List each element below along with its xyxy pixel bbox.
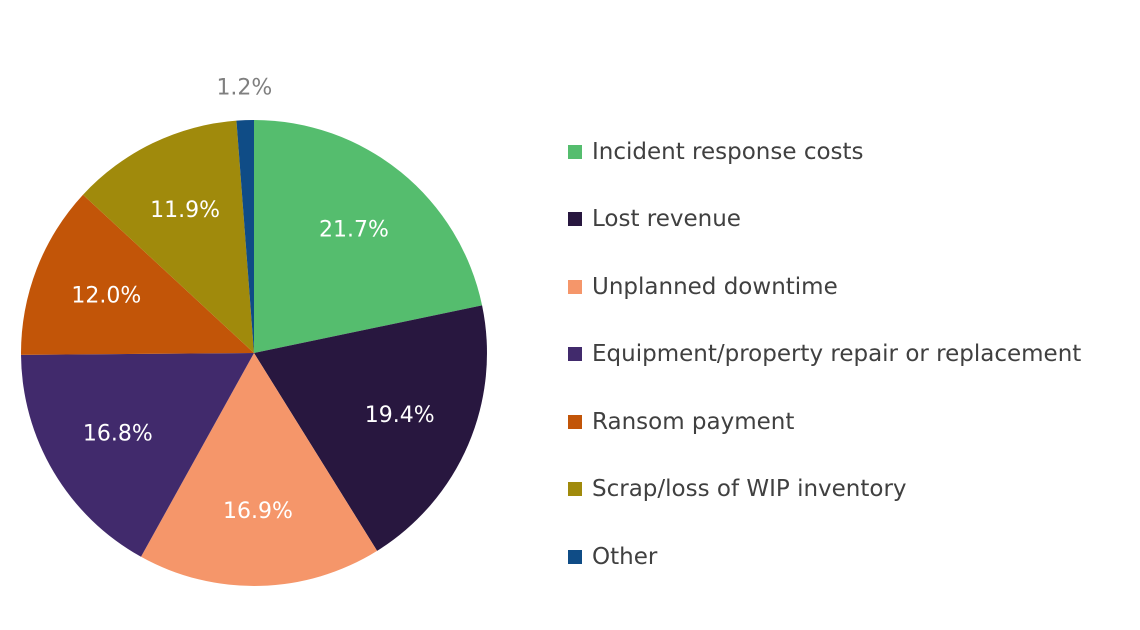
data-label-scrap-loss-of-wip-inventory: 11.9%: [150, 198, 220, 223]
legend-item-scrap-loss-of-wip-inventory: Scrap/loss of WIP inventory: [568, 456, 1081, 524]
legend-item-equipment-property-repair-or-replacement: Equipment/property repair or replacement: [568, 321, 1081, 389]
pie-data-labels: 21.7% 19.4% 16.9% 16.8% 12.0% 11.9% 1.2%: [71, 76, 434, 524]
legend-item-lost-revenue: Lost revenue: [568, 186, 1081, 254]
legend-label: Unplanned downtime: [592, 273, 838, 300]
pie-slice-lost-revenue: [254, 305, 487, 551]
data-label-other: 1.2%: [216, 76, 272, 101]
legend-label: Scrap/loss of WIP inventory: [592, 476, 907, 503]
legend-swatch: [568, 414, 582, 429]
legend-label: Equipment/property repair or replacement: [592, 341, 1082, 368]
legend-swatch: [568, 212, 582, 227]
pie-slice-other: [236, 119, 254, 353]
legend-label: Incident response costs: [592, 138, 864, 165]
legend-label: Ransom payment: [592, 408, 795, 435]
pie-slice-unplanned-downtime: [141, 353, 378, 587]
legend-item-incident-response-costs: Incident response costs: [568, 118, 1081, 186]
legend: Incident response costs Lost revenue Unpla…: [568, 118, 1081, 591]
legend-swatch: [568, 549, 582, 564]
pie-slice-scrap-loss-of-wip-inventory: [83, 120, 255, 353]
legend-label: Other: [592, 543, 658, 570]
pie-slice-incident-response-costs: [254, 120, 483, 353]
legend-label: Lost revenue: [592, 206, 741, 233]
legend-swatch: [568, 347, 582, 362]
pie-slice-equipment-property-repair-or-replacement: [21, 353, 255, 557]
legend-item-ransom-payment: Ransom payment: [568, 388, 1081, 456]
pie-slices: [21, 119, 487, 587]
data-label-equipment-property-repair-or-replacement: 16.8%: [83, 421, 153, 446]
data-label-ransom-payment: 12.0%: [71, 283, 141, 308]
legend-swatch: [568, 279, 582, 294]
data-label-lost-revenue: 19.4%: [365, 403, 435, 428]
data-label-incident-response-costs: 21.7%: [319, 218, 389, 243]
legend-swatch: [568, 482, 582, 497]
data-label-unplanned-downtime: 16.9%: [223, 499, 293, 524]
legend-swatch: [568, 144, 582, 159]
pie-slice-ransom-payment: [21, 194, 254, 355]
legend-item-unplanned-downtime: Unplanned downtime: [568, 253, 1081, 321]
legend-item-other: Other: [568, 523, 1081, 591]
